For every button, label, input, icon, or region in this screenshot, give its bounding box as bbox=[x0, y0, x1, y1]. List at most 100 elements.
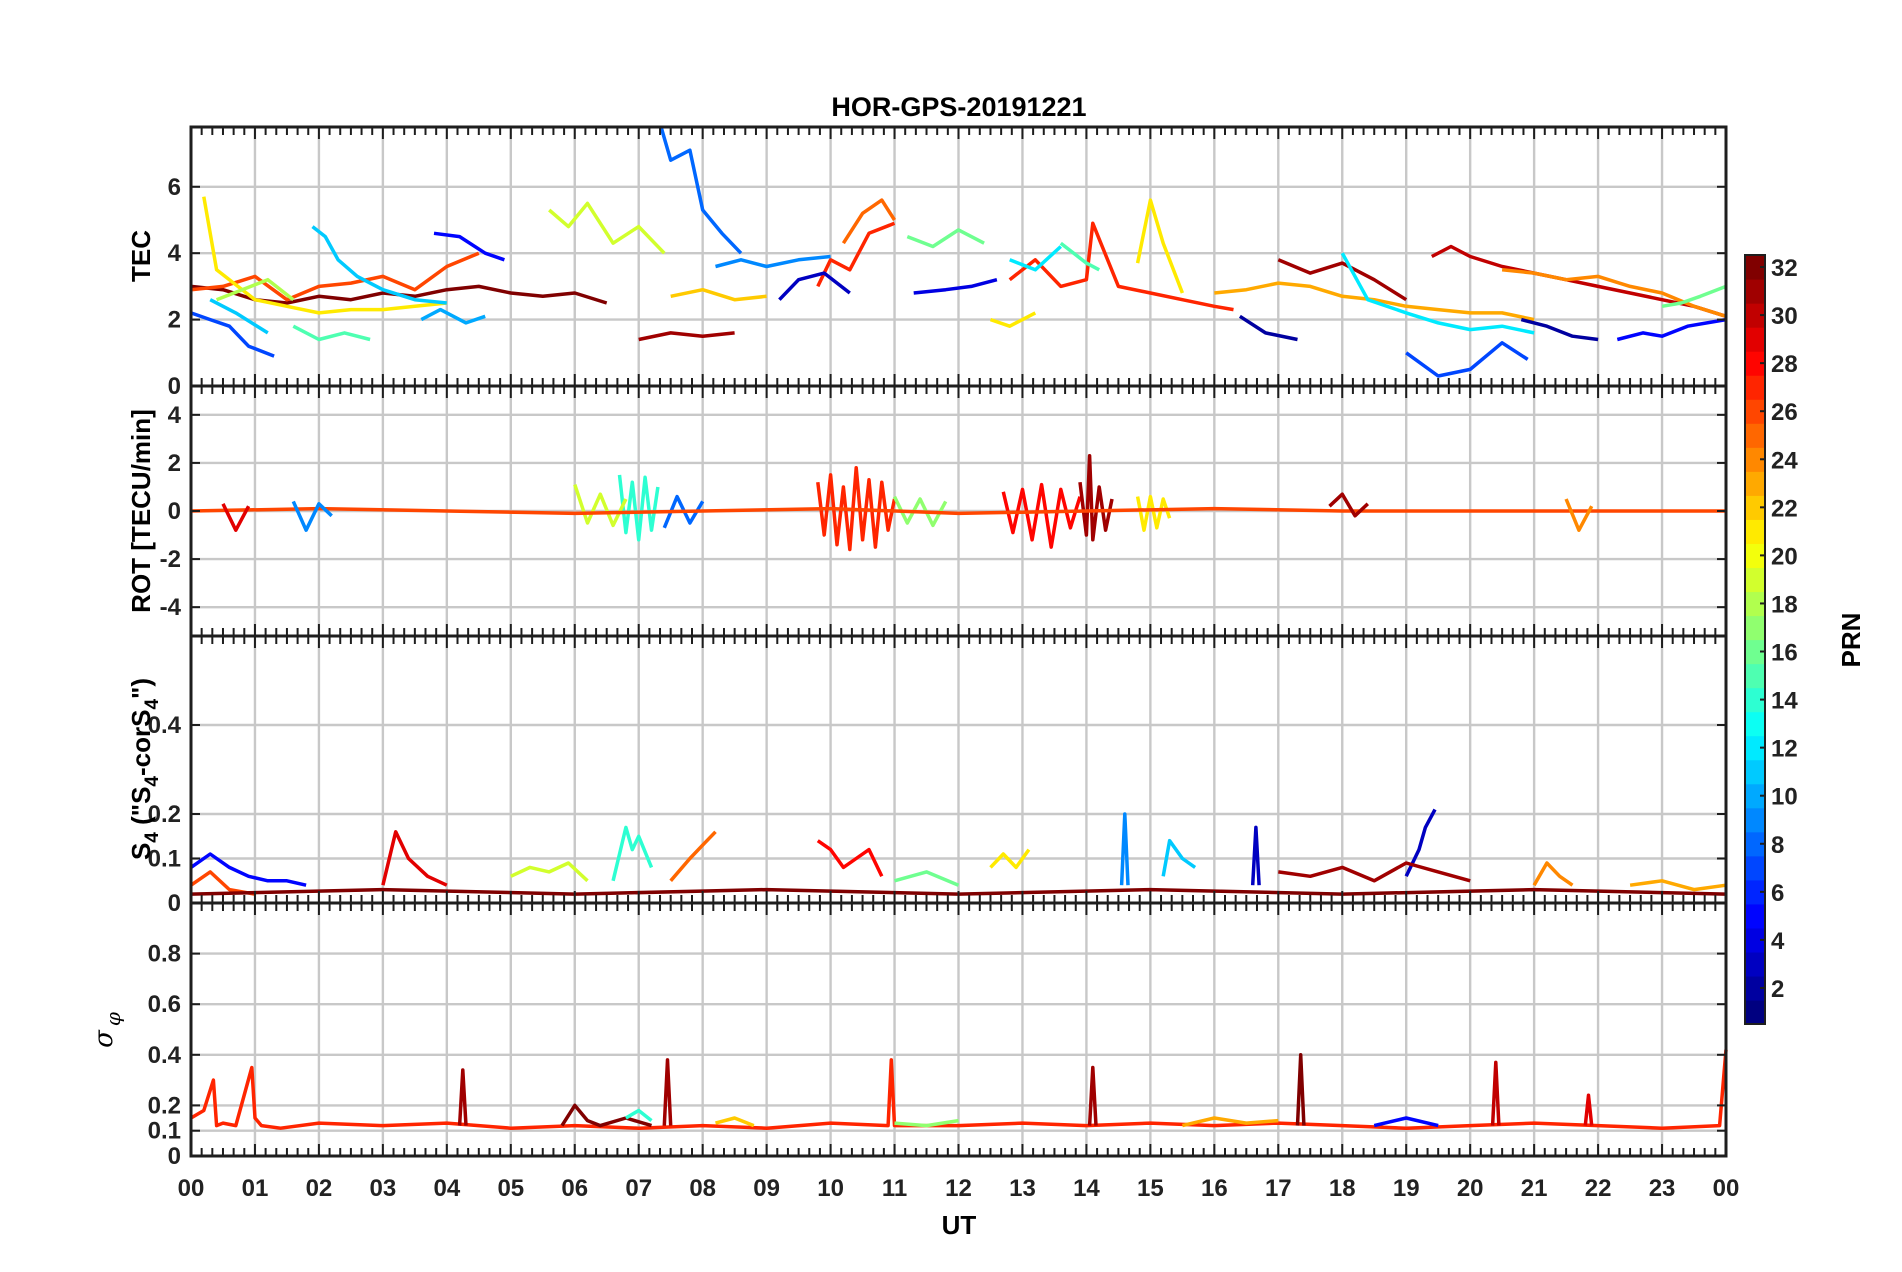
colorbar-tick-label: 18 bbox=[1771, 591, 1798, 618]
series-prn-9 bbox=[715, 254, 831, 269]
y-tick-label: 0 bbox=[168, 373, 181, 400]
series-prn-26 bbox=[190, 251, 480, 302]
colorbar-segment bbox=[1745, 543, 1765, 569]
series-prn-22 bbox=[715, 1116, 755, 1128]
series-prn-31 bbox=[1277, 258, 1408, 302]
x-tick-label: 11 bbox=[882, 1175, 907, 1202]
series-prn-19 bbox=[548, 201, 666, 255]
colorbar-tick-label: 10 bbox=[1771, 784, 1798, 811]
y-tick-label: 0.6 bbox=[148, 991, 181, 1018]
series-prn-31 bbox=[638, 331, 735, 342]
x-tick-label: 07 bbox=[625, 1175, 652, 1202]
series-prn-21 bbox=[989, 848, 1031, 870]
colorbar-segment bbox=[1745, 855, 1765, 881]
series-prn-7 bbox=[190, 311, 275, 358]
colorbar-segment bbox=[1745, 303, 1765, 328]
panel-s4-grid bbox=[191, 636, 1726, 903]
colorbar-label: PRN bbox=[1836, 613, 1866, 668]
series-prn-16 bbox=[894, 870, 960, 887]
series-prn-3 bbox=[1250, 825, 1261, 886]
series-prn-14 bbox=[611, 825, 654, 882]
series-prn-27 bbox=[1008, 221, 1234, 312]
x-tick-label: 00 bbox=[178, 1175, 205, 1202]
y-tick-label: 0.1 bbox=[148, 846, 181, 873]
colorbar-segment bbox=[1745, 807, 1765, 833]
colorbar-tick-label: 4 bbox=[1771, 928, 1785, 955]
colorbar-segment bbox=[1745, 783, 1765, 809]
series-prn-5 bbox=[1616, 317, 1727, 342]
series-prn-21 bbox=[1135, 494, 1172, 532]
series-prn-5 bbox=[433, 231, 505, 262]
series-prn-29 bbox=[221, 503, 251, 532]
series-prn-26 bbox=[190, 506, 1726, 516]
series-prn-15 bbox=[292, 324, 371, 342]
series-prn-2 bbox=[1520, 317, 1599, 342]
y-tick-label: 6 bbox=[168, 174, 181, 201]
series-prn-31 bbox=[1087, 1065, 1098, 1126]
colorbar-segment bbox=[1745, 927, 1765, 953]
y-tick-label: 0.2 bbox=[148, 801, 181, 828]
y-tick-label: -4 bbox=[160, 594, 182, 621]
x-tick-label: 12 bbox=[945, 1175, 972, 1202]
y-tick-label: 2 bbox=[168, 450, 181, 477]
series-prn-7 bbox=[1405, 341, 1529, 378]
colorbar-tick-label: 16 bbox=[1771, 640, 1798, 667]
x-tick-label: 20 bbox=[1457, 1175, 1484, 1202]
panel-tec: 0 2 4 6 TEC bbox=[126, 125, 1728, 400]
colorbar-segment bbox=[1745, 615, 1765, 641]
colorbar-tick-label: 14 bbox=[1771, 688, 1798, 715]
x-tick-label: 08 bbox=[689, 1175, 716, 1202]
panel-sigma-phi-frame bbox=[189, 901, 1728, 1158]
y-tick-label: 0.2 bbox=[148, 1092, 181, 1119]
colorbar-frame bbox=[1744, 254, 1766, 1025]
colorbar-segment bbox=[1745, 663, 1765, 689]
series-prn-15 bbox=[1059, 241, 1101, 272]
y-axis-label-tec: TEC bbox=[126, 230, 156, 282]
colorbar-tick-label: 26 bbox=[1771, 399, 1798, 426]
series-prn-30 bbox=[1430, 244, 1727, 318]
series-prn-8 bbox=[659, 126, 743, 255]
colorbar-tick-label: 2 bbox=[1771, 976, 1784, 1003]
series-prn-28 bbox=[1001, 482, 1082, 549]
panel-rot-series bbox=[190, 453, 1726, 552]
colorbar-tick-label: 6 bbox=[1771, 880, 1784, 907]
y-tick-label: 4 bbox=[168, 402, 182, 429]
x-axis-ticklabels: 00 01 02 03 04 05 06 07 08 09 10 11 12 13 14 15 16 17 18 19… bbox=[178, 1175, 1740, 1202]
series-prn-23 bbox=[1214, 281, 1535, 322]
series-prn-11 bbox=[209, 298, 269, 335]
colorbar-segment bbox=[1745, 711, 1765, 737]
colorbar-tick-label: 24 bbox=[1771, 447, 1798, 474]
colorbar-segment bbox=[1745, 735, 1765, 761]
panel-sigma-phi-series bbox=[190, 1049, 1728, 1130]
colorbar-tick-label: 12 bbox=[1771, 736, 1798, 763]
x-tick-label: 03 bbox=[370, 1175, 397, 1202]
series-prn-10 bbox=[420, 307, 486, 325]
y-axis-label-sigma-phi: σφ bbox=[89, 1012, 125, 1048]
colorbar-tick-label: 22 bbox=[1771, 495, 1798, 522]
series-prn-22 bbox=[670, 287, 767, 302]
x-tick-label: 17 bbox=[1265, 1175, 1292, 1202]
series-prn-12 bbox=[1009, 245, 1062, 272]
series-prn-24 bbox=[1501, 268, 1727, 318]
series-prn-23 bbox=[1629, 879, 1727, 892]
y-tick-label: -2 bbox=[160, 546, 181, 573]
panel-s4: 0 0.1 0.2 0.4 S4 ("S4-corS4") bbox=[126, 634, 1728, 917]
series-prn-21 bbox=[202, 196, 447, 315]
colorbar-segment bbox=[1745, 351, 1765, 376]
x-tick-label: 00 bbox=[1713, 1175, 1740, 1202]
colorbar-segment bbox=[1745, 519, 1765, 544]
series-prn-17 bbox=[892, 495, 948, 528]
x-axis-label: UT bbox=[942, 1210, 977, 1240]
series-prn-31 bbox=[457, 1068, 468, 1126]
x-tick-label: 06 bbox=[561, 1175, 588, 1202]
colorbar-segment bbox=[1745, 375, 1765, 400]
panel-sigma-phi: 00.10.2 0.4 0.6 0.8 σφ bbox=[89, 901, 1728, 1170]
series-prn-27 bbox=[816, 465, 897, 552]
x-tick-label: 23 bbox=[1649, 1175, 1676, 1202]
colorbar-segment bbox=[1745, 471, 1765, 496]
series-prn-2 bbox=[1238, 314, 1298, 342]
colorbar-tick-label: 32 bbox=[1771, 255, 1798, 282]
